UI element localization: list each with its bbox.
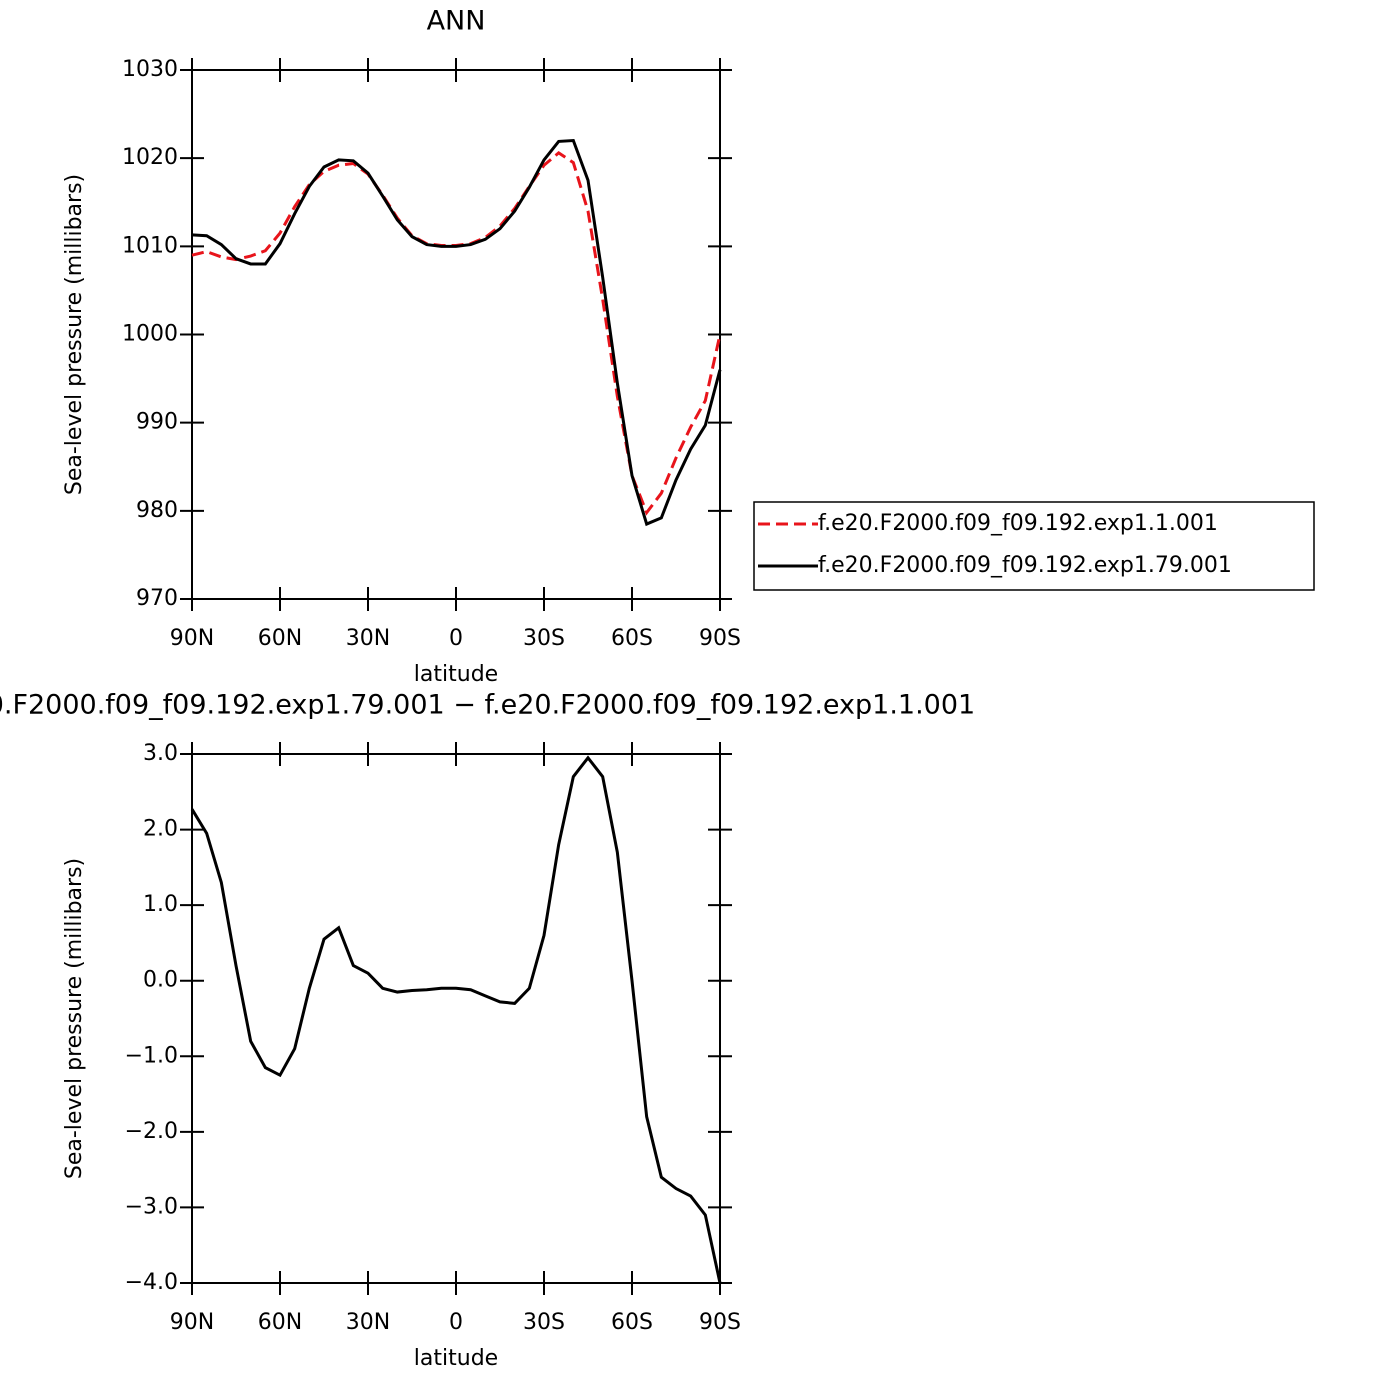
x-tick-label: 90N (170, 626, 214, 651)
data-line (190, 755, 722, 1284)
legend-label: f.e20.F2000.f09_f09.192.exp1.79.001 (818, 553, 1232, 578)
y-tick-label: 970 (136, 586, 178, 611)
x-tick-label: 30N (346, 626, 390, 651)
y-tick-label: 3.0 (143, 741, 178, 766)
x-tick-label: 30S (523, 1310, 565, 1335)
x-tick-label: 30N (346, 1310, 390, 1335)
y-tick-label: 980 (136, 498, 178, 523)
x-tick-label: 90S (699, 626, 741, 651)
x-tick-label: 60S (611, 1310, 653, 1335)
x-tick-label: 60N (258, 1310, 302, 1335)
y-tick-label: 1.0 (143, 892, 178, 917)
x-tick-label: 90S (699, 1310, 741, 1335)
y-tick-label: 1020 (122, 145, 178, 170)
plot-frame (191, 753, 721, 1284)
x-tick-label: 0 (449, 626, 463, 651)
y-axis-label: Sea-level pressure (millibars) (62, 858, 87, 1179)
x-tick-label: 60S (611, 626, 653, 651)
y-tick-label: −3.0 (125, 1194, 178, 1219)
data-line (191, 138, 722, 527)
chart-title: f.e20.F2000.f09_f09.192.exp1.79.001 − f.… (0, 690, 975, 721)
plot-frame (191, 69, 721, 600)
y-tick-label: 1030 (122, 57, 178, 82)
y-tick-label: 2.0 (143, 817, 178, 842)
x-tick-label: 0 (449, 1310, 463, 1335)
y-tick-label: −1.0 (125, 1043, 178, 1068)
y-axis-label: Sea-level pressure (millibars) (62, 174, 87, 495)
chart-title: ANN (427, 6, 486, 37)
y-tick-label: −2.0 (125, 1119, 178, 1144)
y-tick-label: 0.0 (143, 968, 178, 993)
legend-box (753, 501, 1315, 591)
x-axis-label: latitude (414, 1346, 498, 1371)
x-tick-label: 90N (170, 1310, 214, 1335)
x-axis-label: latitude (414, 662, 498, 687)
x-tick-label: 60N (258, 626, 302, 651)
y-tick-label: 1000 (122, 322, 178, 347)
y-tick-label: 990 (136, 410, 178, 435)
y-tick-label: 1010 (122, 233, 178, 258)
x-tick-label: 30S (523, 626, 565, 651)
legend-label: f.e20.F2000.f09_f09.192.exp1.1.001 (818, 511, 1218, 536)
y-tick-label: −4.0 (125, 1270, 178, 1295)
data-line (191, 151, 722, 516)
